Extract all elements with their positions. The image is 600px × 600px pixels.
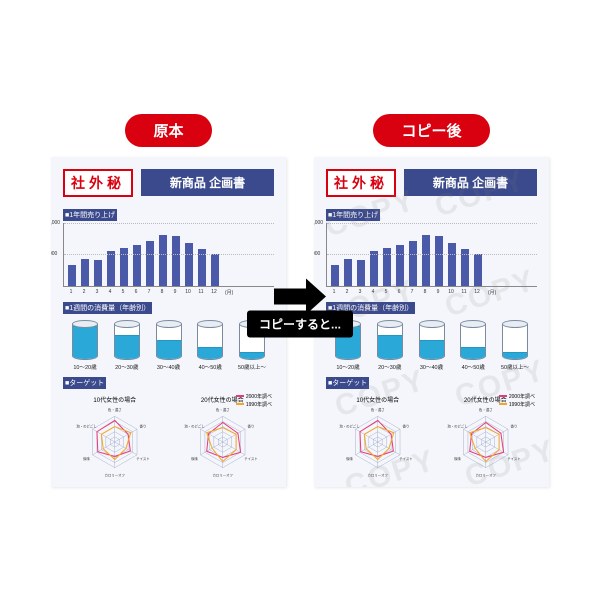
bar-xlabels: 123456789101112(月) [326,289,537,296]
radar-legend: 2000年調べ1990年調べ [499,393,535,408]
bar-chart: 50,000100,000 [326,223,537,287]
cylinder: 20～30歳 [109,320,145,371]
svg-text:香り: 香り [247,423,254,428]
svg-text:後味: 後味 [83,456,90,461]
svg-text:香り: 香り [140,423,147,428]
section2-label: ■1週間の消費量（年齢別） [63,302,152,314]
svg-text:香り: 香り [510,423,517,428]
svg-text:色・濃さ: 色・濃さ [478,407,492,412]
copied-pill: コピー後 [373,114,489,147]
radar-legend: 2000年調べ1990年調べ [236,393,272,408]
cylinder: 40～50歳 [455,320,491,371]
cylinder-row: 10～20歳 20～30歳 30～40歳 40～50歳 50歳以上～ [326,316,537,371]
bar-chart: 50,000100,000 [63,223,274,287]
cylinder: 30～40歳 [151,320,187,371]
cylinder: 30～40歳 [414,320,450,371]
svg-text:香り: 香り [403,423,410,428]
svg-text:テイスト: テイスト [399,456,413,461]
section3-label: ■ターゲット [326,377,369,389]
svg-text:泡・のどごし: 泡・のどごし [339,423,360,428]
bar [146,241,154,285]
arrow-label: コピーすると... [247,311,353,338]
svg-text:泡・のどごし: 泡・のどごし [447,423,468,428]
svg-text:泡・のどごし: 泡・のどごし [184,423,205,428]
bar [133,245,141,286]
confidential-stamp: 社外秘 [63,169,133,197]
bar [107,251,115,286]
section3-label: ■ターゲット [63,377,106,389]
bar [422,235,430,285]
bar [94,260,102,285]
section1-label: ■1年間売り上げ [63,209,117,221]
svg-text:カロリーオフ: カロリーオフ [368,472,388,477]
confidential-stamp: 社外秘 [326,169,396,197]
svg-text:色・濃さ: 色・濃さ [215,407,229,412]
doc-title: 新商品 企画書 [141,169,274,196]
bar [396,245,404,286]
cylinder: 20～30歳 [372,320,408,371]
svg-text:カロリーオフ: カロリーオフ [475,472,495,477]
svg-text:カロリーオフ: カロリーオフ [105,472,125,477]
bar [159,235,167,285]
radar-chart: 10代女性の場合 色・濃さ香りテイストカロリーオフ後味泡・のどごし [332,395,424,478]
svg-text:後味: 後味 [454,456,461,461]
comparison-stage: 原本 社外秘 新商品 企画書 ■1年間売り上げ 50,000100,000 1234… [51,114,549,487]
bar [81,259,89,285]
bar [370,251,378,286]
bar [435,236,443,285]
svg-text:色・濃さ: 色・濃さ [108,407,122,412]
svg-text:テイスト: テイスト [507,456,521,461]
cylinder: 40～50歳 [192,320,228,371]
svg-text:後味: 後味 [346,456,353,461]
bar [68,265,76,285]
radar-chart: 10代女性の場合 色・濃さ香りテイストカロリーオフ後味泡・のどごし [69,395,161,478]
original-pill: 原本 [125,114,211,147]
bar [172,236,180,285]
cylinder-row: 10～20歳 20～30歳 30～40歳 40～50歳 50歳以上～ [63,316,274,371]
svg-text:カロリーオフ: カロリーオフ [212,472,232,477]
bar [448,243,456,286]
bar-xlabels: 123456789101112(月) [63,289,274,296]
bar [474,254,482,286]
doc-title: 新商品 企画書 [404,169,537,196]
svg-text:泡・のどごし: 泡・のどごし [76,423,97,428]
copy-arrow: コピーすると... [247,277,353,338]
bar [185,243,193,286]
bar [409,241,417,285]
bar [357,260,365,285]
svg-text:テイスト: テイスト [244,456,258,461]
bar [211,254,219,286]
svg-text:テイスト: テイスト [136,456,150,461]
svg-text:後味: 後味 [191,456,198,461]
section1-label: ■1年間売り上げ [326,209,380,221]
svg-text:色・濃さ: 色・濃さ [371,407,385,412]
cylinder: 10～20歳 [67,320,103,371]
cylinder: 50歳以上～ [497,320,533,371]
